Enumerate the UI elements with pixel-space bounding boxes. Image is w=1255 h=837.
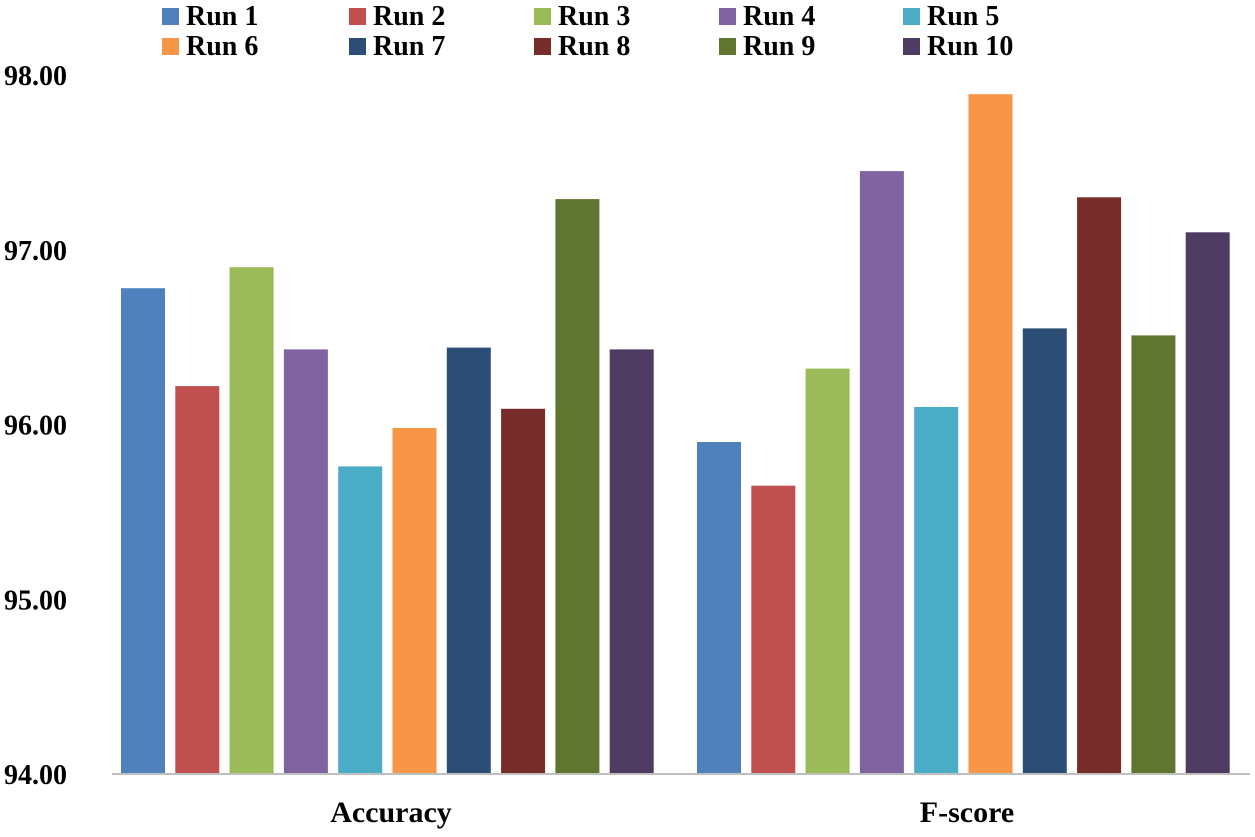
legend-label: Run 2 (373, 1, 445, 32)
bar-run-2-accuracy (175, 386, 220, 774)
bar-run-2-f-score (751, 485, 796, 774)
bar-run-1-accuracy (121, 288, 165, 774)
legend-label: Run 9 (743, 31, 815, 62)
legend-swatch (903, 8, 920, 25)
legend-label: Run 5 (927, 1, 999, 32)
legend-label: Run 8 (558, 31, 630, 62)
bar-run-5-f-score (914, 407, 959, 774)
bars (121, 94, 1230, 775)
bar-run-6-accuracy (392, 428, 437, 774)
x-category-label: Accuracy (330, 796, 452, 829)
legend: Run 1 Run 2 Run 3 Run 4 Run 5 Run 6 Run 7 Run 8… (162, 1, 1013, 62)
bar-run-10-f-score (1185, 232, 1230, 775)
legend-swatch (349, 8, 366, 25)
y-tick-label: 96.00 (4, 411, 67, 442)
legend-label: Run 3 (558, 1, 630, 32)
bar-run-10-accuracy (609, 349, 654, 774)
bar-run-9-f-score (1131, 335, 1176, 774)
bar-run-7-f-score (1022, 328, 1067, 774)
legend-swatch (719, 8, 736, 25)
legend-swatch (903, 38, 920, 55)
legend-swatch (534, 38, 551, 55)
x-axis: Accuracy F-score (112, 773, 1250, 829)
bar-run-6-f-score (968, 94, 1013, 774)
legend-label: Run 10 (927, 31, 1013, 62)
y-axis: 94.00 95.00 96.00 97.00 98.00 (4, 61, 67, 791)
legend-swatch (162, 8, 179, 25)
y-tick-label: 97.00 (4, 236, 67, 267)
x-category-label: F-score (920, 796, 1014, 829)
legend-swatch (162, 38, 179, 55)
bar-run-1-f-score (697, 442, 741, 774)
y-tick-label: 98.00 (4, 61, 67, 92)
y-tick-label: 95.00 (4, 585, 67, 616)
legend-swatch (719, 38, 736, 55)
legend-swatch (349, 38, 366, 55)
legend-label: Run 1 (186, 1, 258, 32)
bar-run-5-accuracy (338, 466, 383, 774)
bar-run-8-accuracy (501, 408, 546, 774)
bar-run-3-f-score (805, 368, 850, 774)
bar-run-4-accuracy (283, 349, 328, 774)
bar-run-7-accuracy (446, 347, 491, 774)
bar-run-8-f-score (1077, 197, 1122, 775)
y-tick-label: 94.00 (4, 760, 67, 791)
legend-label: Run 6 (186, 31, 258, 62)
legend-label: Run 4 (743, 1, 815, 32)
bar-run-9-accuracy (555, 199, 600, 775)
legend-label: Run 7 (373, 31, 445, 62)
bar-run-4-f-score (859, 171, 904, 775)
legend-swatch (534, 8, 551, 25)
bar-run-3-accuracy (229, 267, 274, 774)
